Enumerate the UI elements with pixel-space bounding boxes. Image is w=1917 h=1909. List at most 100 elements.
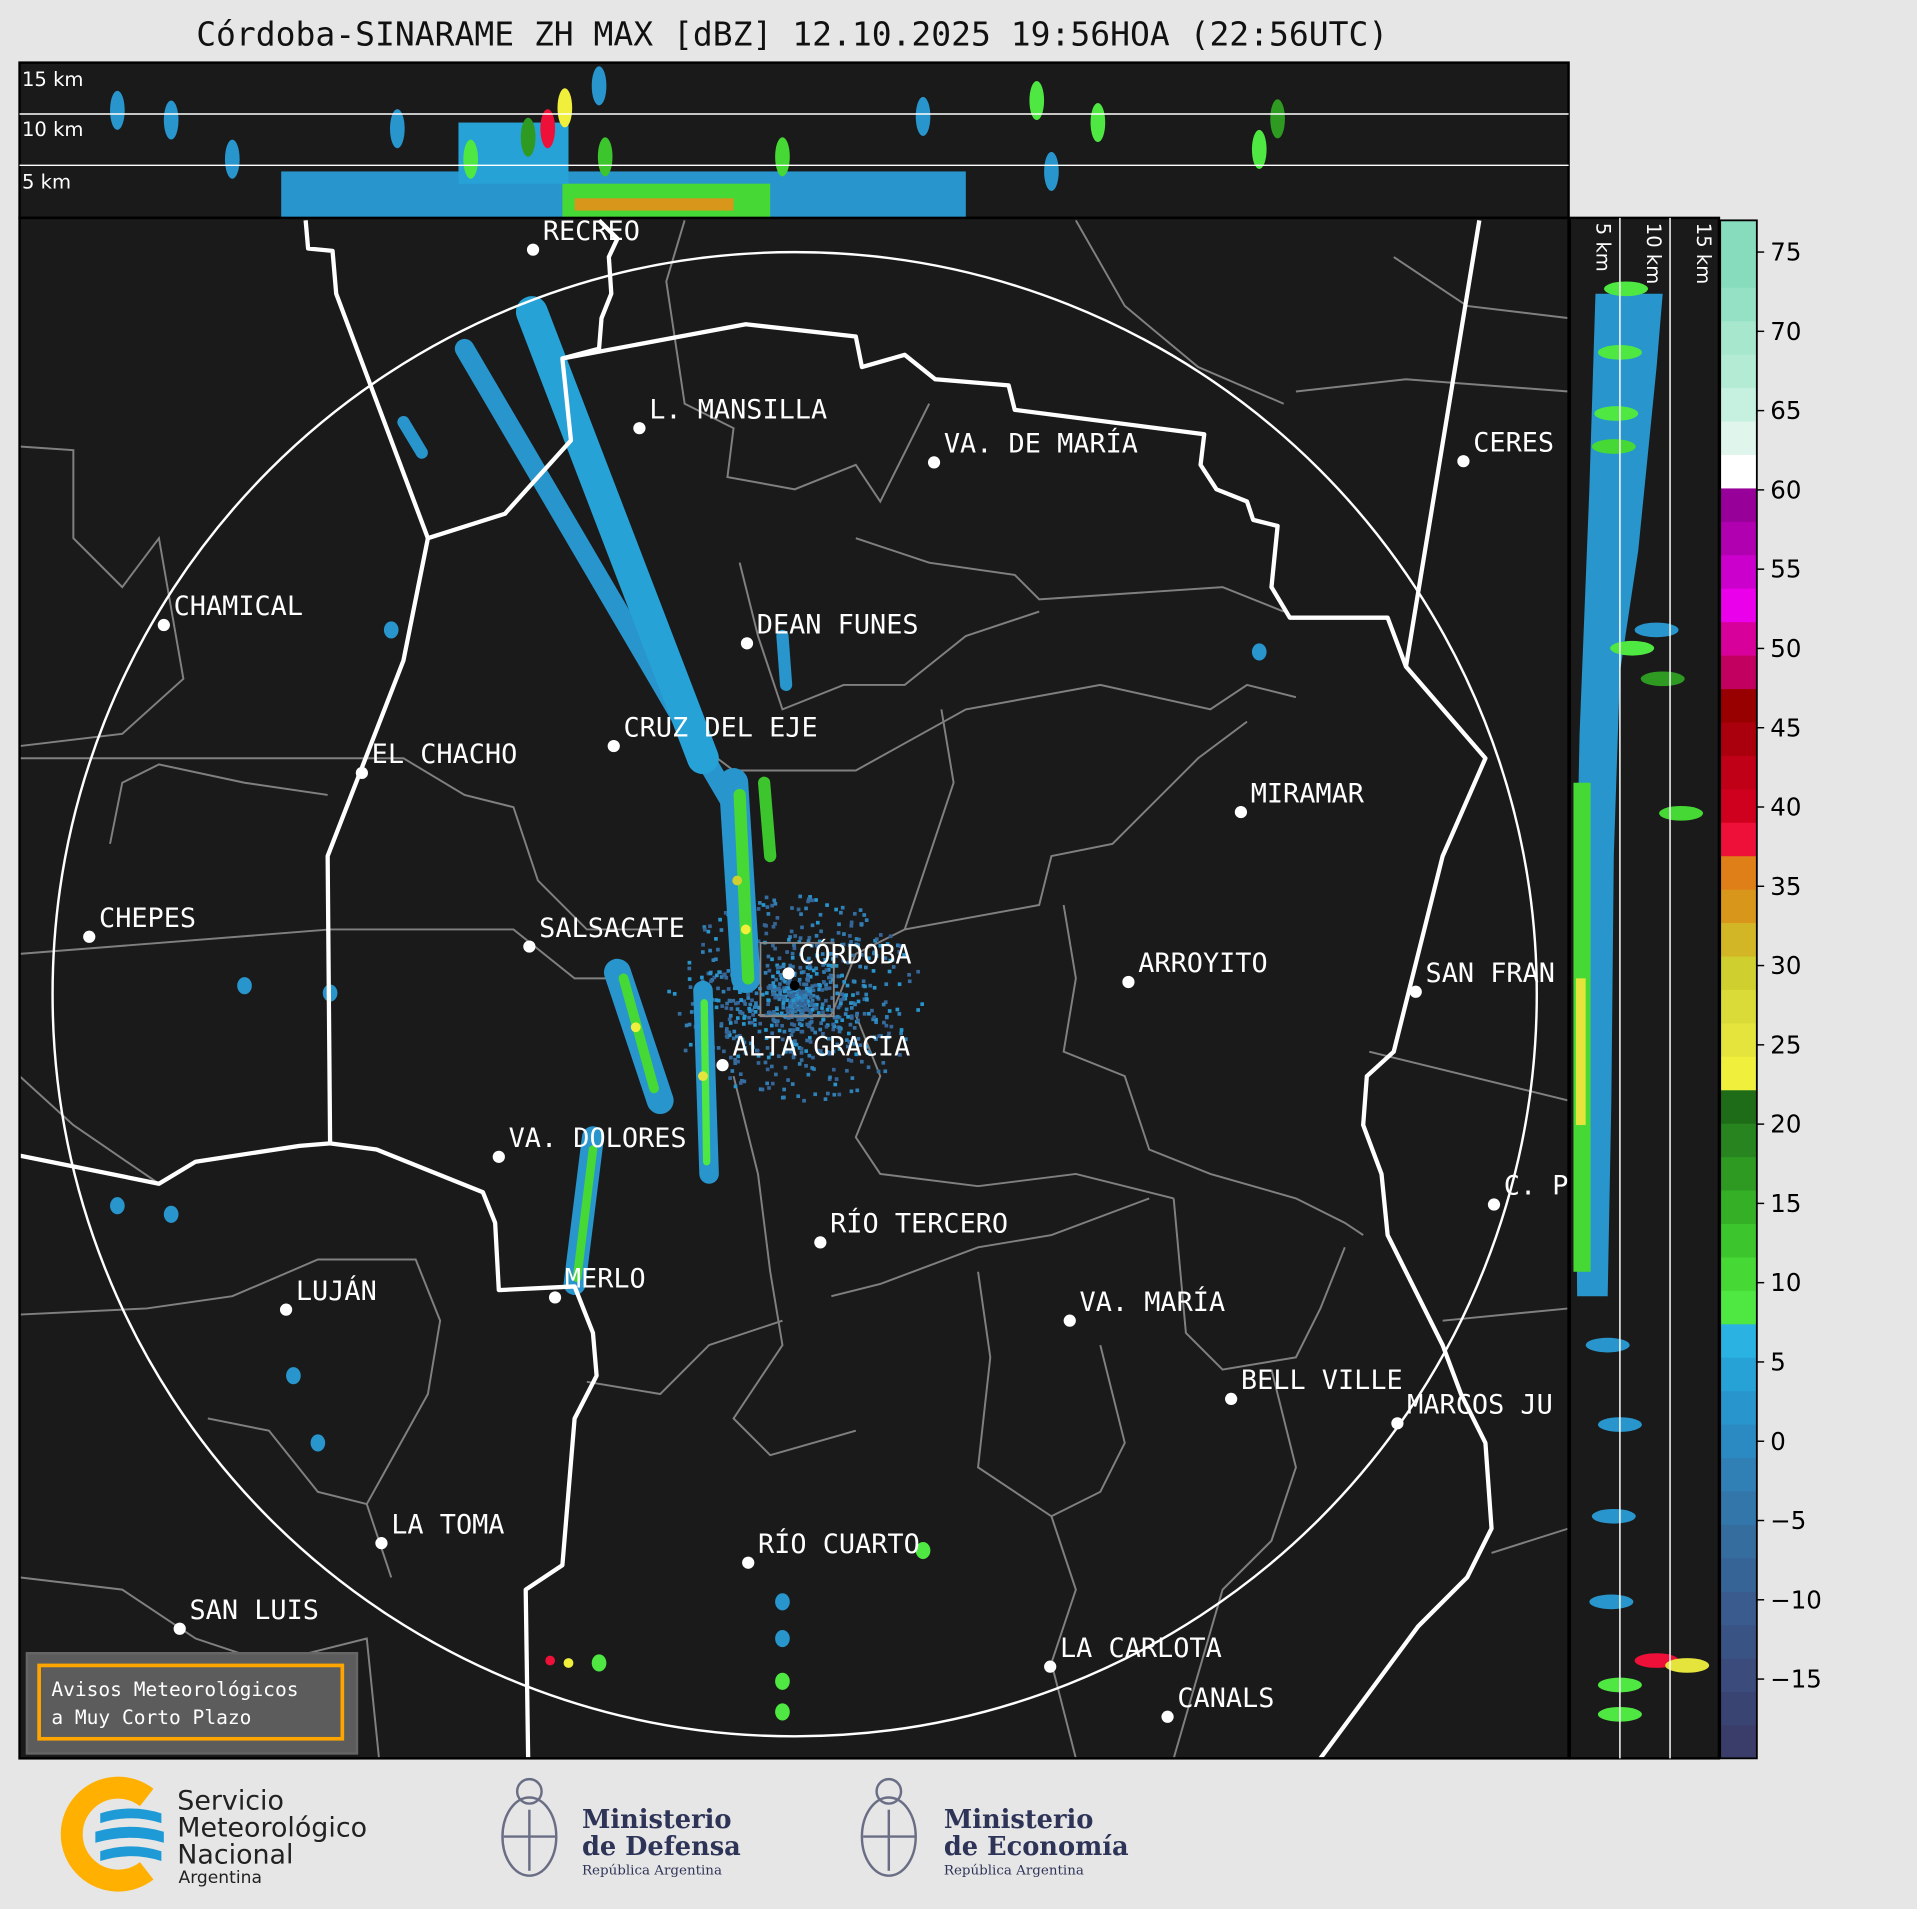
colorbar-tick-label: 15: [1770, 1189, 1801, 1218]
echo-cell: [540, 109, 555, 148]
echo-core: [732, 876, 742, 886]
echo-pixel: [790, 1011, 794, 1015]
echo-pixel: [885, 1024, 889, 1028]
echo-pixel: [746, 993, 750, 997]
echo-pixel: [778, 982, 782, 986]
side-label-10km: 10 km: [1642, 223, 1665, 284]
echo-cell: [521, 118, 536, 157]
colorbar-tick-label: 5: [1770, 1348, 1786, 1377]
echo-pixel: [771, 981, 775, 985]
echo-pixel: [715, 974, 719, 978]
echo-pixel: [750, 998, 754, 1002]
echo-pixel: [720, 1022, 724, 1026]
echo-pixel: [828, 986, 832, 990]
echo-pixel: [853, 1003, 857, 1007]
echo-pixel: [707, 930, 711, 934]
echo-pixel: [791, 956, 795, 960]
echo-pixel: [786, 1008, 790, 1012]
city-dot: [549, 1291, 561, 1303]
echo-pixel: [730, 1069, 734, 1073]
colorbar-bin: [1720, 1290, 1757, 1324]
economia-line-2: de Economía: [944, 1832, 1129, 1862]
colorbar: 757065605550454035302520151050−5−10−15: [1720, 220, 1822, 1759]
echo-pixel: [725, 1034, 729, 1038]
echo-pixel: [776, 1019, 780, 1023]
side-cross-section-panel: 5 km 10 km 15 km: [1570, 218, 1719, 1758]
echo-pixel: [782, 1000, 786, 1004]
colorbar-tick-label: 55: [1770, 555, 1801, 584]
echo-pixel: [849, 1001, 853, 1005]
echo-pixel: [761, 993, 765, 997]
echo-pixel: [767, 1086, 771, 1090]
echo-pixel: [765, 991, 769, 995]
echo-pixel: [920, 1002, 924, 1006]
echo-cell: [1589, 1595, 1633, 1610]
echo-pixel: [715, 1005, 719, 1009]
echo-pixel: [774, 1073, 778, 1077]
warning-line-2: a Muy Corto Plazo: [51, 1706, 251, 1729]
echo-pixel: [729, 1014, 733, 1018]
colorbar-bin: [1720, 1157, 1757, 1191]
echo-cell: [1091, 103, 1106, 142]
echo-pixel: [856, 1019, 860, 1023]
colorbar-bin: [1720, 521, 1757, 555]
echo-pixel: [766, 1068, 770, 1072]
echo-pixel: [716, 948, 720, 952]
city-dot: [633, 422, 645, 434]
ministerio-defensa-logo: Ministerio de Defensa República Argentin…: [502, 1779, 741, 1878]
echo-pixel: [755, 991, 759, 995]
echo-pixel: [863, 1012, 867, 1016]
echo-pixel: [850, 924, 854, 928]
echo-pixel: [731, 999, 735, 1003]
echo-cell: [775, 1593, 790, 1610]
echo-cell: [311, 1434, 326, 1451]
city-label: CRUZ DEL EJE: [624, 712, 818, 743]
echo-pixel: [815, 995, 819, 999]
echo-pixel: [836, 1015, 840, 1019]
echo-pixel: [791, 1082, 795, 1086]
echo-pixel: [790, 906, 794, 910]
echo-pixel: [855, 1013, 859, 1017]
colorbar-bin: [1720, 354, 1757, 388]
echo-pixel: [825, 1025, 829, 1029]
colorbar-bin: [1720, 287, 1757, 321]
echo-pixel: [792, 999, 796, 1003]
colorbar-tick-label: 10: [1770, 1268, 1801, 1297]
defensa-line-3: República Argentina: [582, 1863, 722, 1878]
echo-cell: [1594, 406, 1638, 421]
echo-band: [740, 795, 749, 978]
echo-pixel: [734, 1020, 738, 1024]
city-dot: [523, 940, 535, 952]
warning-box[interactable]: Avisos Meteorológicos a Muy Corto Plazo: [27, 1653, 357, 1753]
echo-pixel: [688, 977, 692, 981]
echo-cell: [775, 1673, 790, 1690]
colorbar-tick-label: 45: [1770, 713, 1801, 742]
echo-pixel: [771, 975, 775, 979]
echo-pixel: [867, 1012, 871, 1016]
echo-pixel: [816, 921, 820, 925]
radar-map[interactable]: RECREO L. MANSILLA VA. DE MARÍA CERES CHAMIC…: [20, 216, 1569, 1758]
city-label: RECREO: [543, 216, 640, 247]
echo-pixel: [714, 937, 718, 941]
echo-pixel: [718, 918, 722, 922]
smn-line-3: Nacional: [177, 1839, 293, 1870]
echo-pixel: [797, 908, 801, 912]
echo-pixel: [916, 1008, 920, 1012]
echo-cell: [775, 137, 790, 176]
echo-pixel: [853, 1026, 857, 1030]
echo-pixel: [842, 980, 846, 984]
colorbar-bin: [1720, 555, 1757, 589]
echo-pixel: [754, 1001, 758, 1005]
echo-cell: [1270, 99, 1285, 138]
echo-cell: [1659, 806, 1703, 821]
echo-pixel: [908, 979, 912, 983]
echo-pixel: [839, 911, 843, 915]
echo-pixel: [776, 988, 780, 992]
echo-pixel: [770, 957, 774, 961]
side-label-15km: 15 km: [1692, 223, 1715, 284]
echo-pixel: [778, 991, 782, 995]
echo-pixel: [768, 969, 772, 973]
echo-pixel: [778, 997, 782, 1001]
echo-pixel: [810, 1001, 814, 1005]
